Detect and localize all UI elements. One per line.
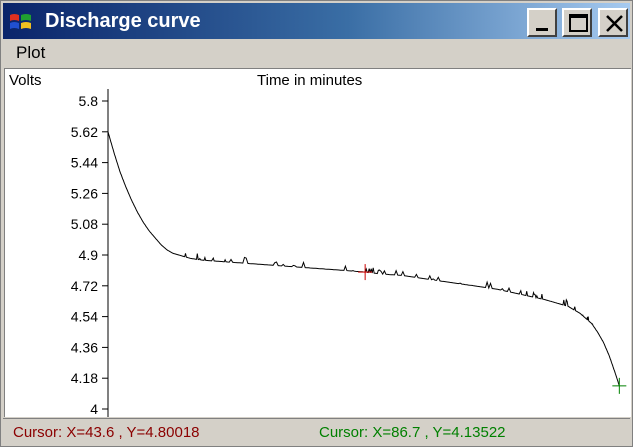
menu-item-plot[interactable]: Plot — [16, 43, 46, 62]
minimize-button[interactable] — [527, 8, 557, 37]
status-bar: Cursor: X=43.6 , Y=4.80018 Cursor: X=86.… — [3, 418, 630, 445]
close-icon — [606, 15, 623, 32]
cursor-readout-1: Cursor: X=43.6 , Y=4.80018 — [13, 424, 200, 441]
y-tick-label: 5.26 — [71, 185, 98, 201]
close-button[interactable] — [598, 8, 628, 37]
y-axis-label: Volts — [9, 72, 42, 89]
y-tick-label: 4.36 — [71, 339, 98, 355]
y-tick-label: 5.44 — [71, 155, 98, 171]
y-tick-label: 4.72 — [71, 278, 98, 294]
x-axis-label: Time in minutes — [257, 72, 363, 89]
y-tick-label: 4.18 — [71, 370, 98, 386]
discharge-curve-line — [107, 131, 620, 387]
windows-logo-icon — [8, 12, 34, 32]
y-tick-label: 5.62 — [71, 124, 98, 140]
minimize-icon — [536, 28, 548, 31]
y-tick-label: 4 — [90, 401, 98, 417]
maximize-icon — [569, 14, 588, 32]
menu-bar: Plot — [3, 40, 630, 66]
y-tick-label: 5.8 — [79, 93, 99, 109]
cursor-marker-2[interactable] — [612, 377, 627, 394]
window-title: Discharge curve — [45, 10, 201, 32]
y-tick-label: 5.08 — [71, 216, 98, 232]
discharge-chart: 5.8 5.62 5.44 5.26 5.08 4.9 4.72 4.54 4.36 4.18 4 — [71, 89, 627, 417]
plot-area[interactable]: Volts Time in minutes 5.8 5.62 5.44 5.26 5.0… — [4, 68, 631, 417]
cursor-readout-2: Cursor: X=86.7 , Y=4.13522 — [319, 424, 506, 441]
title-bar[interactable]: Discharge curve — [3, 3, 630, 39]
y-tick-label: 4.9 — [79, 247, 99, 263]
maximize-button[interactable] — [562, 8, 592, 37]
y-tick-label: 4.54 — [71, 309, 98, 325]
cursor-marker-1[interactable] — [358, 264, 373, 281]
